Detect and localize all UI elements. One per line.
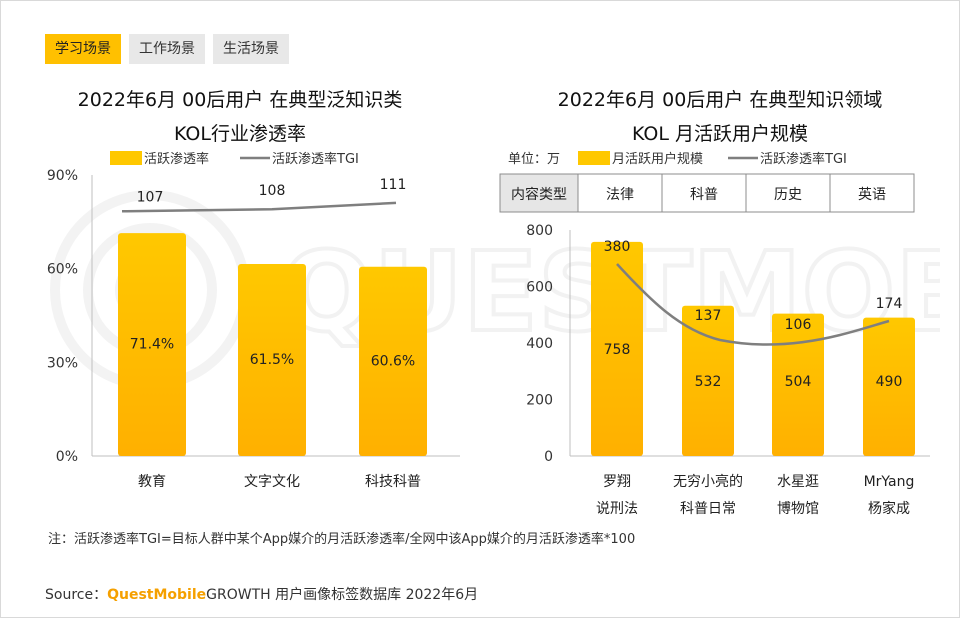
y-tick-label: 30%: [47, 355, 78, 371]
y-tick-label: 0%: [56, 449, 78, 465]
legend-line-label: 活跃渗透率TGI: [760, 151, 847, 167]
x-tick-label: 罗翔: [603, 474, 631, 490]
source-line: Source：QuestMobileGROWTH 用户画像标签数据库 2022年…: [45, 584, 478, 604]
bar-value-label: 61.5%: [250, 352, 294, 368]
source-prefix: Source：: [45, 587, 108, 603]
header-cell-label: 科普: [690, 187, 718, 203]
legend-bar-label: 活跃渗透率: [144, 151, 209, 167]
bar: [238, 263, 306, 456]
scene-tabs: 学习场景 工作场景 生活场景: [45, 34, 289, 64]
source-brand[interactable]: QuestMobile: [107, 587, 207, 603]
x-tick-label: 杨家成: [868, 500, 910, 517]
bar-value-label: 758: [604, 342, 631, 358]
tab-study[interactable]: 学习场景: [45, 34, 121, 64]
bar-value-label: 60.6%: [371, 353, 415, 369]
y-tick-label: 60%: [47, 262, 78, 278]
bar: [118, 233, 186, 456]
legend-bar-swatch: [578, 151, 610, 165]
header-cell-label: 法律: [606, 187, 634, 203]
header-cell: [829, 173, 915, 213]
bar-value-label: 71.4%: [130, 337, 174, 353]
legend-bar-swatch: [110, 151, 142, 165]
header-cell-bg: [500, 174, 578, 212]
x-tick-label: 无穷小亮的: [673, 473, 743, 490]
x-tick-label: 文字文化: [244, 474, 300, 490]
bar-value-label: 532: [695, 374, 722, 390]
chart-title-line-2: KOL 月活跃用户规模: [632, 123, 808, 145]
header-cell-label: 英语: [858, 186, 886, 203]
bar-value-label: 504: [785, 374, 812, 390]
chart-title-line-1: 2022年6月 00后用户 在典型泛知识类: [78, 89, 403, 111]
header-cell-label: 内容类型: [511, 186, 567, 203]
x-tick-label: 水星逛: [777, 474, 819, 490]
tab-life[interactable]: 生活场景: [213, 34, 289, 64]
x-tick-label: 科普日常: [680, 501, 736, 517]
header-cell-label: 历史: [774, 187, 802, 203]
footnote: 注：活跃渗透率TGI=目标人群中某个App媒介的月活跃渗透率/全网中该App媒介…: [48, 532, 636, 547]
bar: [591, 241, 643, 456]
y-tick-label: 600: [526, 280, 553, 296]
bar-value-label: 490: [876, 374, 903, 390]
chart-title-line-2: KOL行业渗透率: [174, 123, 306, 145]
y-tick-label: 400: [526, 336, 553, 352]
tgi-label: 380: [604, 239, 631, 255]
tab-work[interactable]: 工作场景: [129, 34, 205, 64]
tgi-label: 107: [137, 189, 164, 205]
x-tick-label: MrYang: [864, 474, 915, 490]
tgi-line: [616, 263, 890, 346]
tgi-label: 108: [259, 183, 286, 199]
chart-title-line-1: 2022年6月 00后用户 在典型知识领域: [558, 89, 883, 111]
bar: [863, 317, 915, 456]
tgi-label: 111: [380, 177, 407, 193]
y-tick-label: 200: [526, 393, 553, 409]
unit-label: 单位：万: [508, 152, 560, 167]
legend-line-label: 活跃渗透率TGI: [272, 151, 359, 167]
bar: [359, 266, 427, 456]
y-tick-label: 90%: [47, 168, 78, 184]
bar: [772, 313, 824, 456]
x-tick-label: 说刑法: [596, 501, 638, 517]
y-tick-label: 0: [544, 449, 553, 465]
tgi-label: 174: [876, 296, 903, 312]
x-tick-label: 教育: [138, 474, 166, 490]
x-tick-label: 博物馆: [777, 500, 819, 517]
x-tick-label: 科技科普: [365, 474, 421, 490]
source-rest: GROWTH 用户画像标签数据库 2022年6月: [206, 587, 479, 603]
y-tick-label: 800: [526, 223, 553, 239]
tgi-label: 106: [785, 317, 812, 333]
bar: [682, 305, 734, 456]
tgi-line: [121, 201, 397, 213]
tgi-label: 137: [695, 308, 722, 324]
legend-bar-label: 月活跃用户规模: [612, 151, 703, 167]
